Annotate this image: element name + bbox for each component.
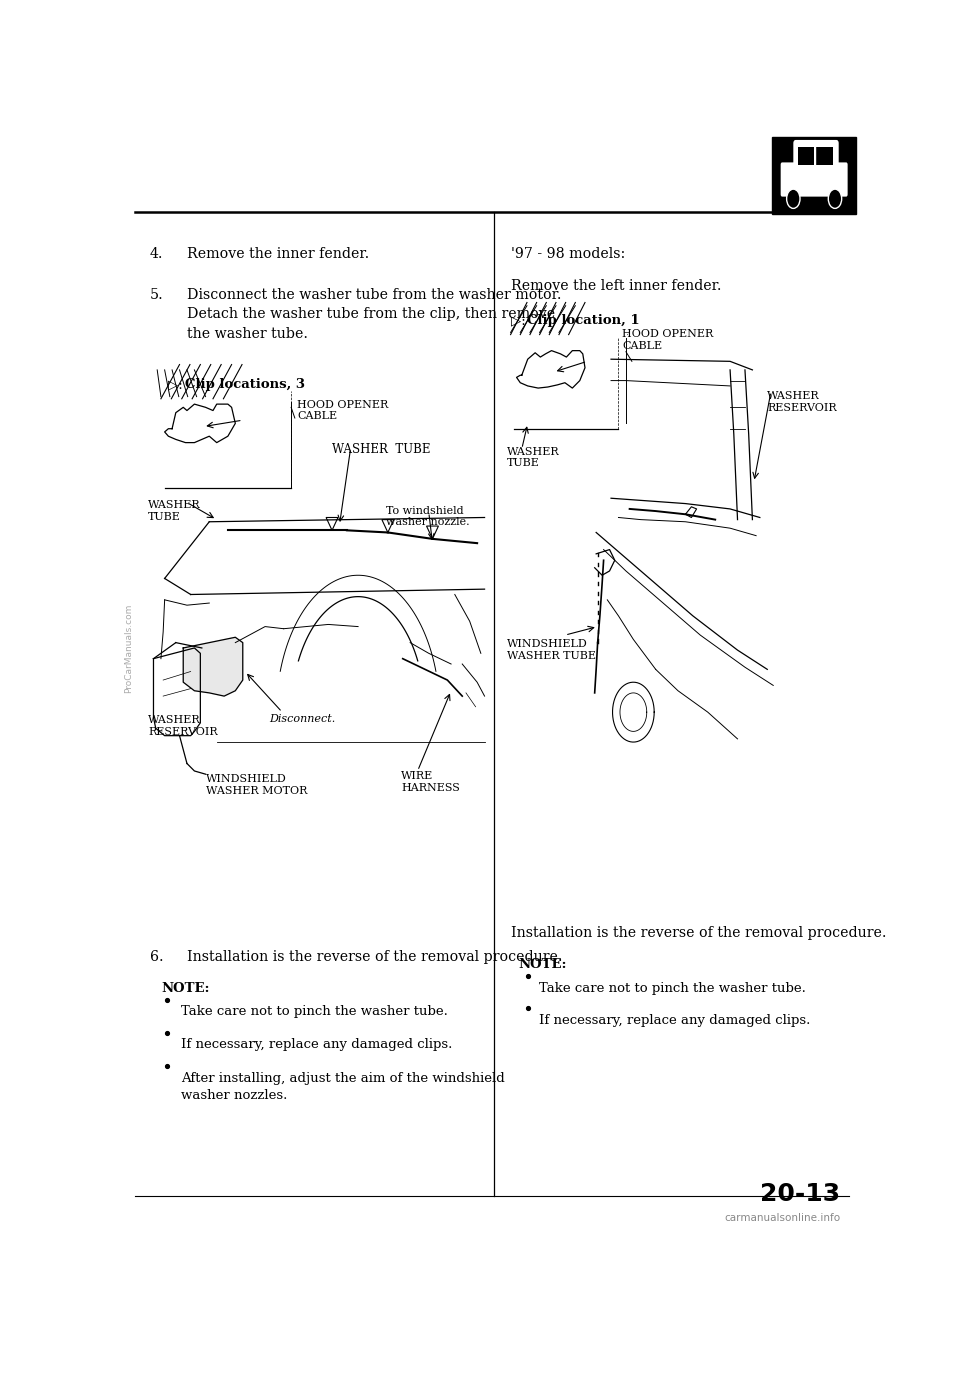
Circle shape — [828, 189, 842, 208]
Text: 5.: 5. — [150, 288, 163, 301]
Circle shape — [786, 189, 800, 208]
Text: ▷:: ▷: — [168, 378, 187, 392]
Text: Take care not to pinch the washer tube.: Take care not to pinch the washer tube. — [539, 982, 805, 995]
Text: Remove the left inner fender.: Remove the left inner fender. — [511, 279, 721, 293]
Bar — [798, 147, 814, 164]
Text: Installation is the reverse of the removal procedure.: Installation is the reverse of the remov… — [511, 926, 886, 940]
Text: WASHER
RESERVOIR: WASHER RESERVOIR — [148, 715, 218, 738]
FancyBboxPatch shape — [780, 163, 848, 197]
Text: Installation is the reverse of the removal procedure.: Installation is the reverse of the remov… — [187, 950, 563, 964]
Text: NOTE:: NOTE: — [518, 958, 566, 971]
Text: Clip location, 1: Clip location, 1 — [527, 314, 639, 328]
Text: WINDSHIELD
WASHER MOTOR: WINDSHIELD WASHER MOTOR — [205, 774, 307, 796]
Text: 20-13: 20-13 — [760, 1182, 840, 1206]
Text: If necessary, replace any damaged clips.: If necessary, replace any damaged clips. — [539, 1014, 810, 1026]
Text: If necessary, replace any damaged clips.: If necessary, replace any damaged clips. — [181, 1039, 452, 1051]
Text: HOOD OPENER
CABLE: HOOD OPENER CABLE — [297, 400, 389, 421]
Text: 6.: 6. — [150, 950, 163, 964]
Text: WASHER
TUBE: WASHER TUBE — [148, 500, 201, 522]
Bar — [816, 147, 832, 164]
Text: Disconnect.: Disconnect. — [269, 714, 335, 724]
Text: After installing, adjust the aim of the windshield
washer nozzles.: After installing, adjust the aim of the … — [181, 1071, 505, 1101]
Text: WINDSHIELD
WASHER TUBE: WINDSHIELD WASHER TUBE — [507, 639, 596, 661]
Text: Take care not to pinch the washer tube.: Take care not to pinch the washer tube. — [181, 1006, 448, 1018]
Text: '97 - 98 models:: '97 - 98 models: — [511, 247, 625, 261]
Text: Disconnect the washer tube from the washer motor.
Detach the washer tube from th: Disconnect the washer tube from the wash… — [187, 288, 562, 340]
Text: NOTE:: NOTE: — [161, 982, 209, 995]
Text: Clip locations, 3: Clip locations, 3 — [184, 378, 304, 392]
Text: WASHER  TUBE: WASHER TUBE — [332, 443, 430, 456]
Text: ▷:: ▷: — [511, 314, 530, 328]
Text: HOOD OPENER
CABLE: HOOD OPENER CABLE — [622, 329, 713, 351]
Text: WASHER
RESERVOIR: WASHER RESERVOIR — [767, 392, 837, 413]
Text: carmanualsonline.info: carmanualsonline.info — [724, 1214, 840, 1224]
Text: WASHER
TUBE: WASHER TUBE — [507, 447, 560, 468]
Bar — [773, 136, 855, 214]
FancyBboxPatch shape — [793, 140, 839, 169]
Polygon shape — [183, 638, 243, 696]
Text: ProCarManuals.com: ProCarManuals.com — [125, 603, 133, 693]
Text: 4.: 4. — [150, 247, 163, 261]
Text: Remove the inner fender.: Remove the inner fender. — [187, 247, 370, 261]
Text: To windshield
washer nozzle.: To windshield washer nozzle. — [386, 506, 470, 528]
Text: WIRE
HARNESS: WIRE HARNESS — [401, 771, 460, 793]
